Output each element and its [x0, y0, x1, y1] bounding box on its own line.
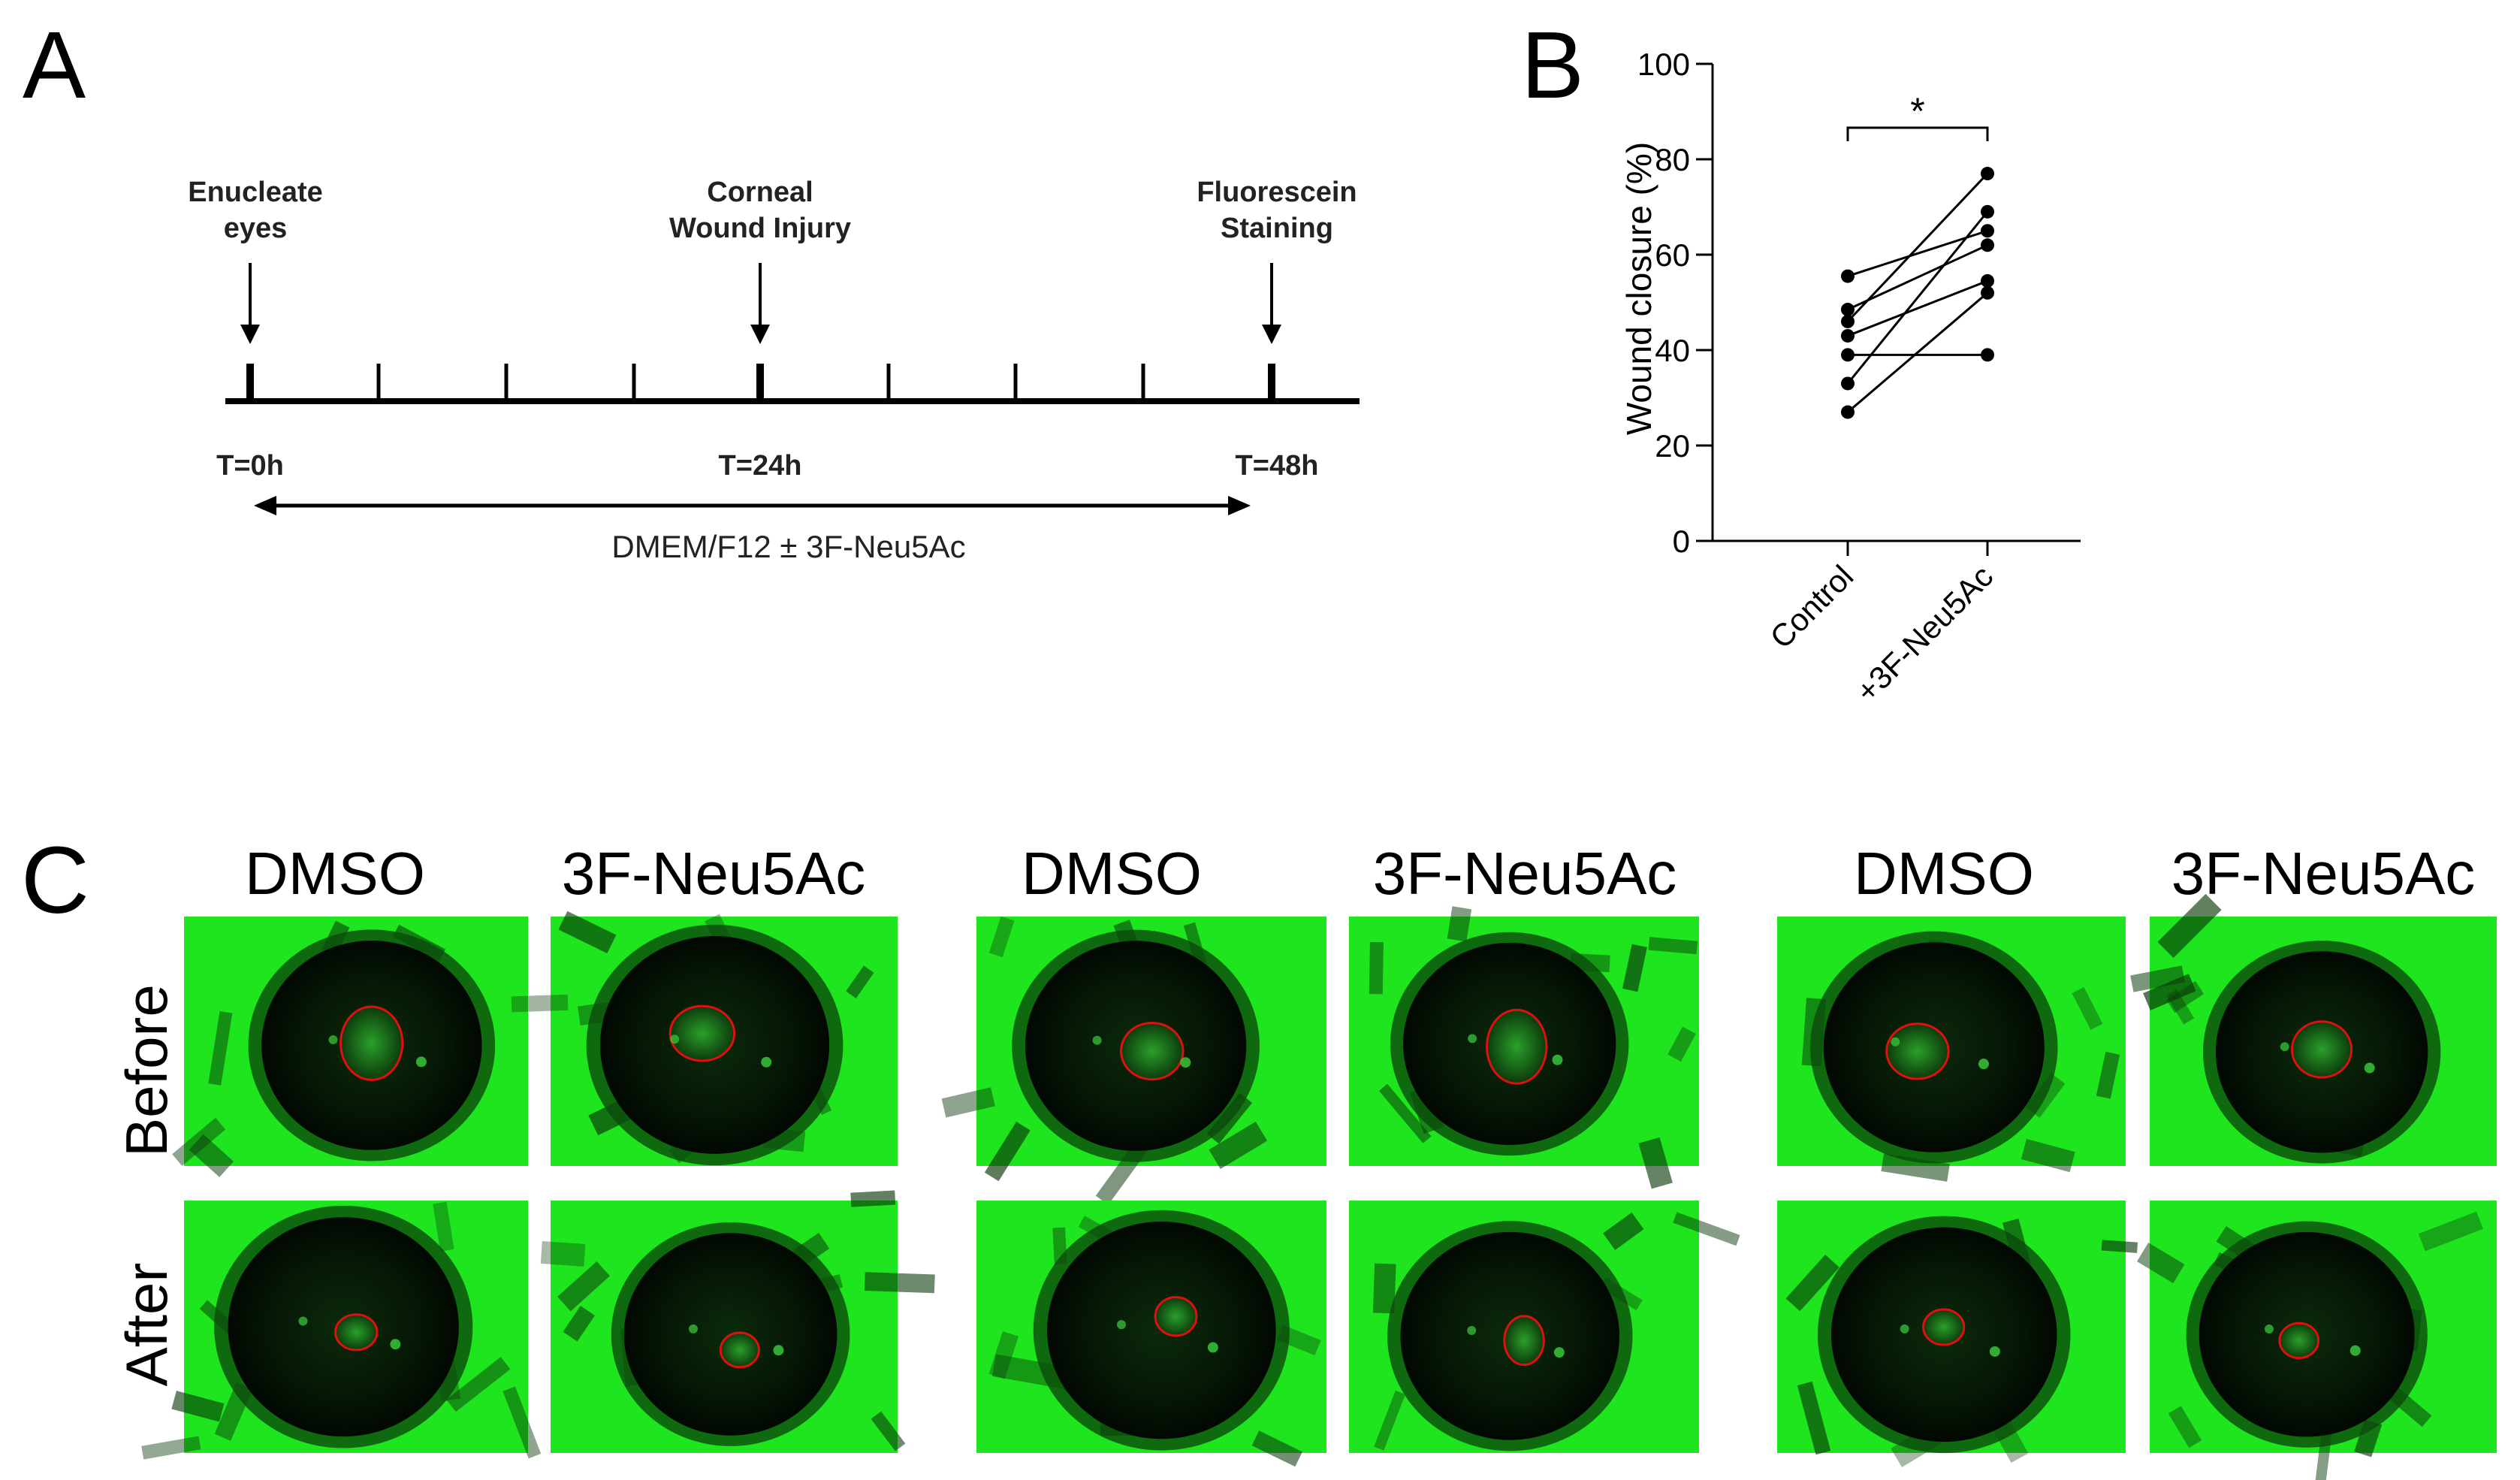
- col-label-5: DMSO: [1854, 840, 2034, 907]
- micrograph-before-4: [1349, 906, 1699, 1189]
- y-tick-label: 40: [1655, 333, 1690, 368]
- y-tick-label: 80: [1655, 142, 1690, 177]
- data-point-treated: [1981, 204, 1994, 219]
- col-label-4: 3F-Neu5Ac: [1373, 840, 1677, 907]
- significance-star: *: [1910, 90, 1924, 132]
- micrograph-after-5: [1777, 1201, 2138, 1467]
- panel-c: C DMSO 3F-Neu5Ac DMSO 3F-Neu5Ac DMSO 3F-…: [21, 827, 2497, 1480]
- pair-line: [1847, 279, 1988, 337]
- micrograph-before-1: [172, 917, 528, 1177]
- micrograph-grid: [141, 893, 2497, 1480]
- event-arrows: [240, 263, 1281, 344]
- micrograph-before-2: [511, 911, 898, 1166]
- data-point-control: [1841, 328, 1855, 343]
- panel-a-letter: A: [23, 12, 86, 118]
- y-tick-label: 60: [1655, 237, 1690, 273]
- y-tick-label: 100: [1637, 47, 1690, 82]
- data-point-treated: [1981, 224, 1994, 238]
- event-2-line2: Wound Injury: [669, 213, 851, 244]
- x-tick-label: +3F-Neu5Ac: [1849, 558, 2000, 709]
- pair-line: [1846, 210, 1989, 385]
- significance-bracket: [1846, 126, 1989, 141]
- col-label-6: 3F-Neu5Ac: [2171, 840, 2476, 907]
- y-axis-title: Wound closure (%): [1619, 142, 1658, 435]
- timeline-axis: [225, 364, 1360, 404]
- data-points: [1841, 167, 1994, 419]
- data-point-treated: [1981, 273, 1994, 288]
- micrograph-after-4: [1349, 1201, 1740, 1453]
- panel-b-letter: B: [1521, 12, 1584, 118]
- data-point-control: [1841, 376, 1855, 391]
- panel-c-letter: C: [21, 827, 89, 933]
- pair-lines: [1846, 173, 1989, 413]
- micrograph-before-5: [1777, 917, 2126, 1182]
- data-point-treated: [1981, 348, 1994, 362]
- data-point-treated: [1981, 238, 1994, 252]
- event-1-line2: eyes: [224, 213, 288, 244]
- micrograph-after-3: [976, 1201, 1326, 1467]
- data-point-control: [1841, 405, 1855, 419]
- pair-line: [1847, 291, 1988, 413]
- event-3-line1: Fluorescein: [1197, 177, 1357, 208]
- data-point-control: [1841, 269, 1855, 283]
- data-point-treated: [1981, 167, 1994, 181]
- row-label-after: After: [113, 1263, 180, 1387]
- micrograph-before-6: [2130, 893, 2497, 1166]
- row-label-before: Before: [113, 984, 180, 1157]
- event-2-line1: Corneal: [707, 177, 813, 208]
- data-point-control: [1841, 348, 1855, 362]
- col-label-1: DMSO: [245, 840, 425, 907]
- time-label-24h: T=24h: [719, 450, 802, 482]
- y-axis: 0 20 40 60 80 100: [1637, 47, 1714, 559]
- micrograph-after-6: [2137, 1201, 2497, 1480]
- panel-b: B Wound closure (%) 0 20 40 60 80 100 Control…: [1521, 12, 2081, 709]
- y-tick-label: 0: [1673, 524, 1690, 559]
- col-label-3: DMSO: [1022, 840, 1202, 907]
- treatment-arrow: [254, 496, 1251, 515]
- event-3-line2: Staining: [1221, 213, 1333, 244]
- micrograph-before-3: [941, 916, 1326, 1205]
- pair-line: [1846, 173, 1989, 322]
- pair-line: [1847, 243, 1988, 311]
- data-point-control: [1841, 314, 1855, 328]
- data-point-control: [1841, 303, 1855, 317]
- y-tick-label: 20: [1655, 428, 1690, 464]
- x-axis: Control+3F-Neu5Ac: [1713, 539, 2081, 709]
- pair-line: [1847, 229, 1988, 278]
- treatment-label: DMEM/F12 ± 3F-Neu5Ac: [611, 529, 965, 564]
- col-label-2: 3F-Neu5Ac: [562, 840, 866, 907]
- time-label-0h: T=0h: [216, 450, 284, 482]
- event-1-line1: Enucleate: [188, 177, 323, 208]
- time-label-48h: T=48h: [1236, 450, 1319, 482]
- micrograph-after-1: [141, 1201, 542, 1460]
- x-tick-label: Control: [1763, 558, 1860, 655]
- panel-a: A Enucleate eyes Corneal Wound Injury Fl…: [23, 12, 1360, 564]
- data-point-treated: [1981, 285, 1994, 300]
- micrograph-after-2: [540, 1190, 935, 1453]
